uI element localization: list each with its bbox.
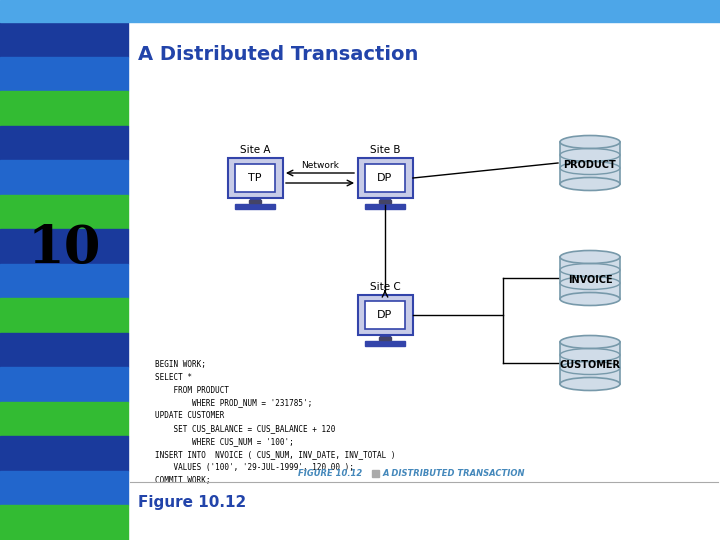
Bar xyxy=(372,470,379,477)
Text: BEGIN WORK;
SELECT *
    FROM PRODUCT
        WHERE PROD_NUM = '231785';
UPDATE : BEGIN WORK; SELECT * FROM PRODUCT WHERE … xyxy=(155,360,395,485)
Bar xyxy=(0,402,128,436)
Text: Site C: Site C xyxy=(369,282,400,292)
Text: 10: 10 xyxy=(27,222,101,273)
Text: A DISTRIBUTED TRANSACTION: A DISTRIBUTED TRANSACTION xyxy=(383,469,526,478)
Bar xyxy=(379,200,391,203)
Text: FIGURE 10.12: FIGURE 10.12 xyxy=(298,469,362,478)
Bar xyxy=(235,204,275,209)
Bar xyxy=(365,164,405,192)
FancyBboxPatch shape xyxy=(358,295,413,335)
Bar xyxy=(0,126,128,160)
Ellipse shape xyxy=(560,293,620,306)
Bar xyxy=(379,337,391,340)
Bar xyxy=(0,0,720,22)
Text: Site B: Site B xyxy=(370,145,400,155)
Bar xyxy=(560,257,620,299)
Bar xyxy=(365,204,405,209)
Text: A Distributed Transaction: A Distributed Transaction xyxy=(138,45,418,64)
FancyBboxPatch shape xyxy=(358,158,413,198)
Text: INVOICE: INVOICE xyxy=(567,275,612,285)
Bar xyxy=(0,264,128,298)
Bar xyxy=(0,229,128,264)
Bar xyxy=(0,160,128,194)
Bar xyxy=(249,200,261,203)
Bar xyxy=(0,367,128,402)
Text: Figure 10.12: Figure 10.12 xyxy=(138,496,246,510)
Bar xyxy=(365,301,405,329)
Bar xyxy=(560,142,620,184)
Text: Site A: Site A xyxy=(240,145,270,155)
Bar xyxy=(0,471,128,505)
Ellipse shape xyxy=(560,335,620,348)
Bar xyxy=(560,342,620,384)
Bar xyxy=(0,57,128,91)
Bar xyxy=(0,194,128,229)
Bar xyxy=(365,341,405,346)
FancyBboxPatch shape xyxy=(228,158,282,198)
Bar xyxy=(0,298,128,333)
Ellipse shape xyxy=(560,178,620,191)
Bar xyxy=(250,198,260,204)
Bar xyxy=(380,198,390,204)
Ellipse shape xyxy=(560,136,620,148)
Bar xyxy=(380,335,390,341)
Bar xyxy=(235,164,275,192)
Bar xyxy=(128,22,720,540)
Text: CUSTOMER: CUSTOMER xyxy=(559,360,621,370)
Bar xyxy=(0,22,128,57)
Bar xyxy=(0,91,128,126)
Text: DP: DP xyxy=(377,173,392,183)
Ellipse shape xyxy=(560,377,620,390)
Text: DP: DP xyxy=(377,310,392,320)
Text: PRODUCT: PRODUCT xyxy=(564,160,616,170)
Text: Network: Network xyxy=(301,160,339,170)
Bar xyxy=(0,505,128,540)
Text: TP: TP xyxy=(248,173,262,183)
Bar xyxy=(0,436,128,471)
Ellipse shape xyxy=(560,251,620,264)
Bar xyxy=(0,333,128,367)
